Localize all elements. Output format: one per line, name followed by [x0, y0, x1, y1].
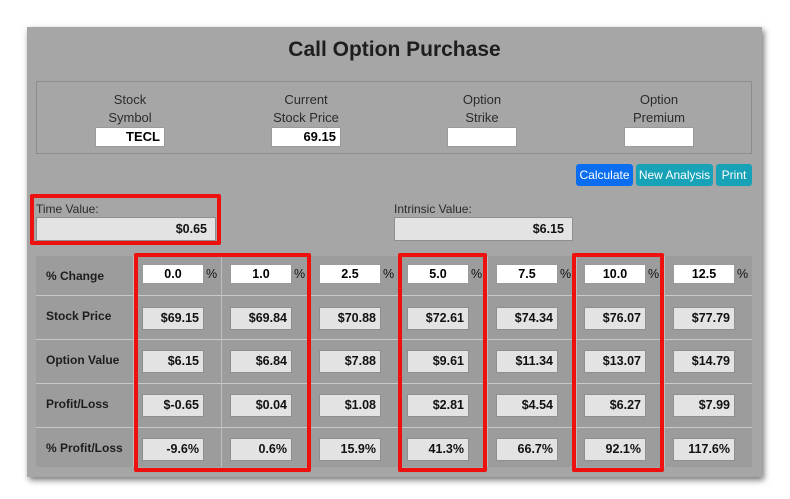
pct-profit-loss-cell: 117.6% [673, 438, 735, 461]
column-divider [576, 256, 577, 467]
stock-price-cell: $74.34 [496, 307, 558, 330]
highlight-box [134, 253, 311, 472]
intrinsic-value-field: $6.15 [394, 217, 573, 241]
time-value-label: Time Value: [36, 202, 99, 216]
row-divider [36, 295, 752, 296]
option-value-cell: $7.88 [319, 350, 381, 373]
option-premium-input[interactable] [624, 127, 694, 147]
stock-price-cell: $72.61 [407, 307, 469, 330]
pct-sign: % [648, 267, 660, 281]
stock-price-cell: $76.07 [584, 307, 646, 330]
stock-price-cell: $69.84 [230, 307, 292, 330]
row-label-profit-loss: Profit/Loss [46, 397, 109, 411]
profit-loss-cell: $6.27 [584, 394, 646, 417]
pct-sign: % [560, 267, 572, 281]
profit-loss-cell: $7.99 [673, 394, 735, 417]
highlight-box [398, 253, 487, 472]
pct-profit-loss-cell: 41.3% [407, 438, 469, 461]
pct-profit-loss-cell: -9.6% [142, 438, 204, 461]
row-label-pct-change: % Change [46, 269, 105, 283]
stock-price-cell: $69.15 [142, 307, 204, 330]
stock-symbol-input[interactable]: TECL [95, 127, 165, 147]
row-divider [36, 339, 752, 340]
pct-change-input[interactable]: 7.5 [496, 264, 558, 284]
inputs-section [36, 81, 752, 154]
column-divider [133, 256, 134, 467]
stock-symbol-label: Stock Symbol [108, 92, 152, 125]
intrinsic-value-label: Intrinsic Value: [394, 202, 472, 216]
current-price-label: Current Stock Price [273, 92, 339, 125]
option-value-cell: $11.34 [496, 350, 558, 373]
row-label-option-value: Option Value [46, 353, 120, 367]
pct-profit-loss-cell: 92.1% [584, 438, 646, 461]
pct-profit-loss-cell: 0.6% [230, 438, 292, 461]
row-label-pct-profit-loss: % Profit/Loss [46, 441, 123, 455]
pct-sign: % [737, 267, 749, 281]
current-price-input[interactable]: 69.15 [271, 127, 341, 147]
pct-sign: % [294, 267, 306, 281]
print-button[interactable]: Print [716, 164, 752, 186]
option-value-cell: $6.15 [142, 350, 204, 373]
pct-change-input[interactable]: 10.0 [584, 264, 646, 284]
page-title: Call Option Purchase [288, 38, 501, 61]
column-divider [487, 256, 488, 467]
pct-sign: % [383, 267, 395, 281]
row-divider [36, 427, 752, 428]
profit-loss-cell: $0.04 [230, 394, 292, 417]
profit-loss-cell: $2.81 [407, 394, 469, 417]
pct-sign: % [206, 267, 218, 281]
profit-loss-cell: $1.08 [319, 394, 381, 417]
row-divider [36, 383, 752, 384]
pct-profit-loss-cell: 66.7% [496, 438, 558, 461]
option-strike-label: Option Strike [462, 92, 502, 125]
pct-sign: % [471, 267, 483, 281]
pct-change-input[interactable]: 5.0 [407, 264, 469, 284]
pct-change-input[interactable]: 0.0 [142, 264, 204, 284]
option-value-cell: $9.61 [407, 350, 469, 373]
profit-loss-cell: $-0.65 [142, 394, 204, 417]
calculate-button[interactable]: Calculate [576, 164, 633, 186]
column-divider [221, 256, 222, 467]
option-value-cell: $6.84 [230, 350, 292, 373]
new-analysis-button[interactable]: New Analysis [636, 164, 713, 186]
stock-price-cell: $77.79 [673, 307, 735, 330]
row-label-stock-price: Stock Price [46, 309, 112, 323]
highlight-box [572, 253, 664, 472]
option-value-cell: $14.79 [673, 350, 735, 373]
profit-loss-cell: $4.54 [496, 394, 558, 417]
option-value-cell: $13.07 [584, 350, 646, 373]
option-strike-input[interactable] [447, 127, 517, 147]
pct-change-input[interactable]: 2.5 [319, 264, 381, 284]
pct-profit-loss-cell: 15.9% [319, 438, 381, 461]
pct-change-input[interactable]: 12.5 [673, 264, 735, 284]
stock-price-cell: $70.88 [319, 307, 381, 330]
time-value-field: $0.65 [36, 217, 216, 241]
option-premium-label: Option Premium [632, 92, 685, 125]
time-value-highlight [30, 194, 221, 245]
column-divider [664, 256, 665, 467]
pct-change-input[interactable]: 1.0 [230, 264, 292, 284]
